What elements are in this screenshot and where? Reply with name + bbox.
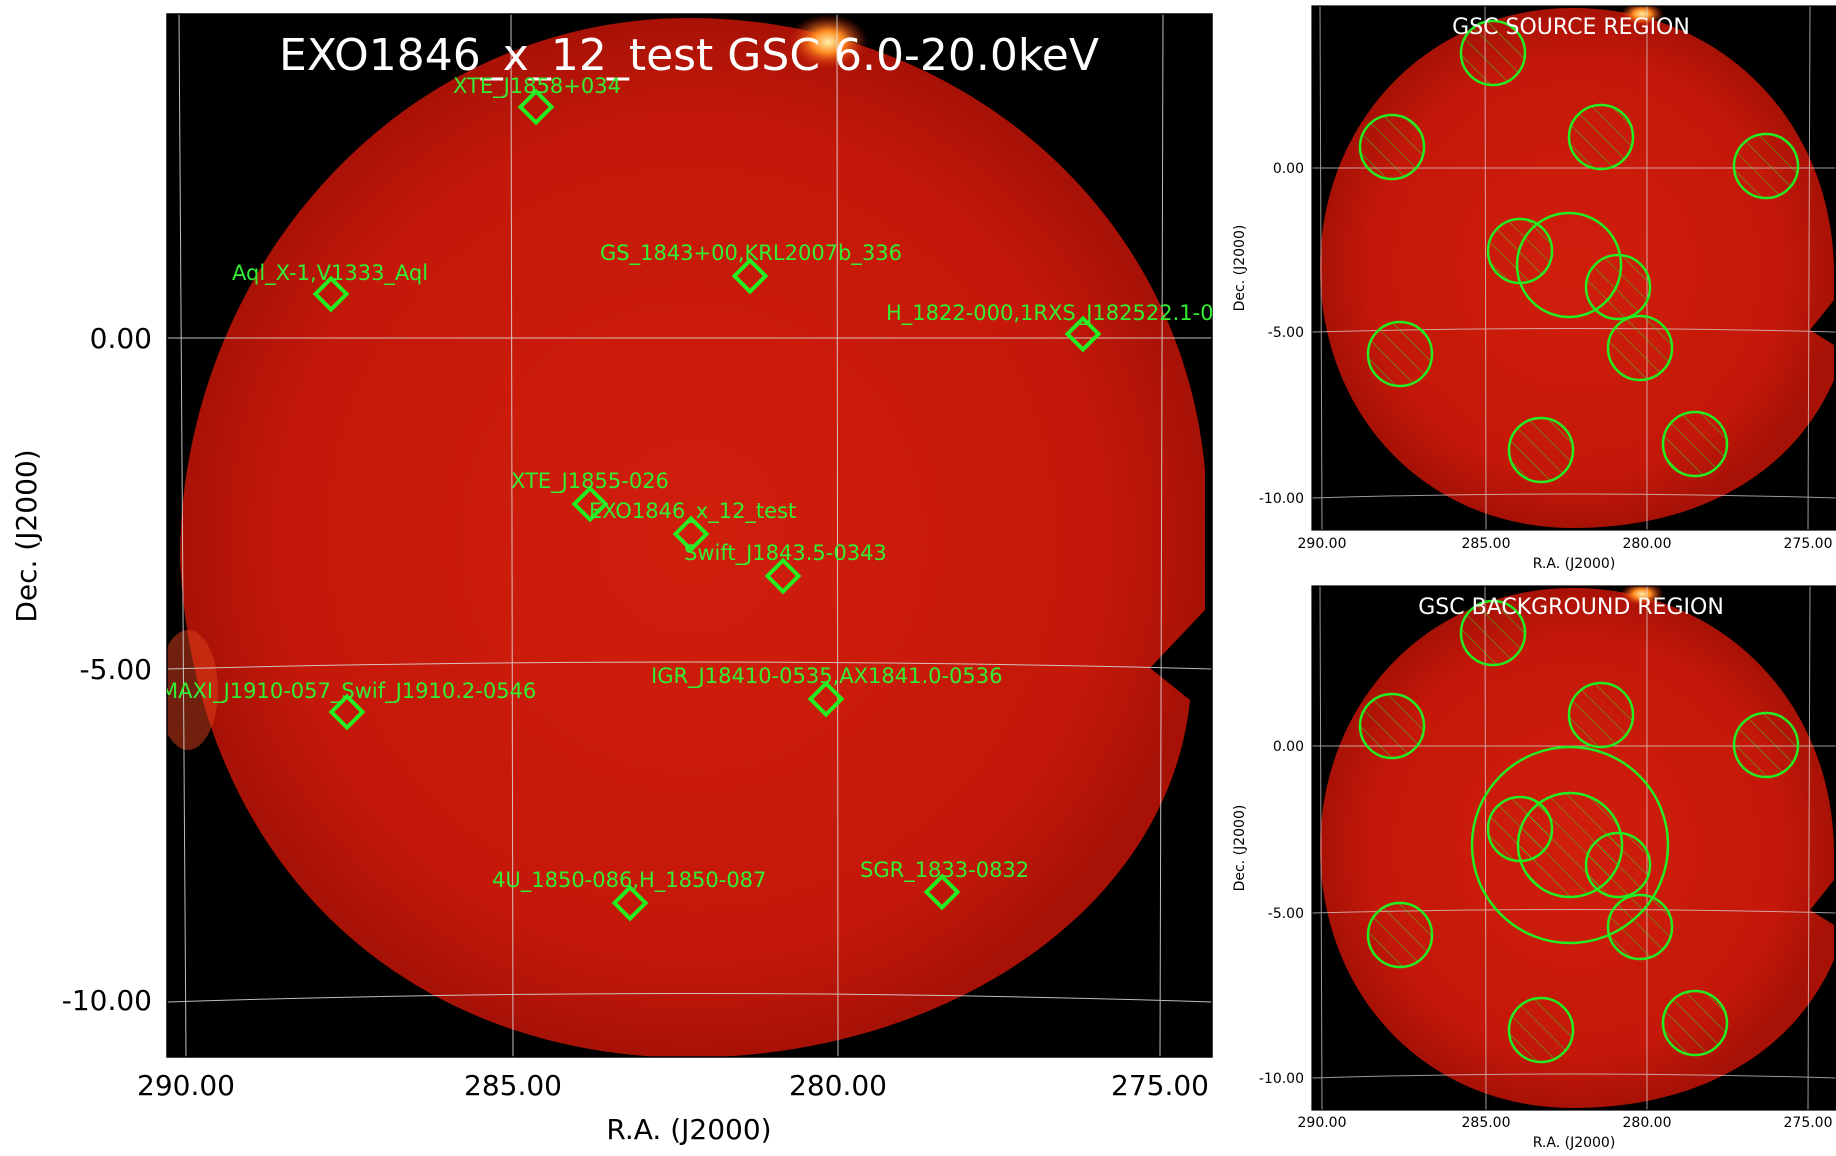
region-circle	[1567, 103, 1635, 171]
main-y-axis-label: Dec. (J2000)	[10, 449, 43, 622]
y-tick-label: -5.00	[80, 653, 152, 686]
region-circle	[1606, 893, 1674, 961]
bkg-plot-frame	[1311, 585, 1836, 1111]
main-title: EXO1846_x_12_test GSC 6.0-20.0keV	[279, 30, 1099, 81]
src-x-axis-label: R.A. (J2000)	[1533, 556, 1616, 572]
main-x-axis-label: R.A. (J2000)	[606, 1113, 771, 1146]
region-circle	[1507, 996, 1575, 1064]
main-plot-frame	[166, 13, 1213, 1058]
source-label: MAXI_J1910-057_Swif_J1910.2-0546	[160, 679, 536, 704]
region-circle	[1507, 416, 1575, 484]
x-tick-label: 285.00	[1462, 1115, 1511, 1131]
source-marker	[764, 557, 802, 595]
bkg-outer-annulus	[1470, 745, 1670, 945]
bkg-y-ticks: 0.00 -5.00 -10.00	[1259, 739, 1304, 1087]
source-label: GS_1843+00,KRL2007b_336	[600, 241, 902, 266]
main-sky-disk	[180, 18, 1205, 1057]
source-label: 4U_1850-086,H_1850-087	[492, 868, 766, 893]
source-label: XTE_J1858+034	[453, 74, 621, 99]
region-circle	[1567, 681, 1635, 749]
x-tick-label: 280.00	[789, 1069, 887, 1102]
src-x-ticks: 290.00 285.00 280.00 275.00	[1298, 536, 1833, 552]
region-circle	[1732, 711, 1800, 779]
source-marker	[328, 693, 366, 731]
background-region-panel: GSC BACKGROUND REGION 290.00 285.00 280.…	[1232, 585, 1836, 1151]
region-circle	[1732, 132, 1800, 200]
region-circle	[1661, 989, 1729, 1057]
y-tick-label: 0.00	[1273, 161, 1304, 177]
y-tick-label: 0.00	[1273, 739, 1304, 755]
region-circle	[1366, 320, 1434, 388]
source-region-panel: GSC SOURCE REGION 290.00 285.00 280.00 2…	[1232, 5, 1836, 572]
src-regions	[1358, 19, 1800, 484]
x-tick-label: 285.00	[1462, 536, 1511, 552]
source-marker	[1064, 315, 1102, 353]
source-marker	[923, 873, 961, 911]
src-plot-frame	[1311, 5, 1836, 531]
x-tick-label: 275.00	[1111, 1069, 1209, 1102]
bkg-regions	[1358, 599, 1800, 1064]
src-title: GSC SOURCE REGION	[1452, 15, 1690, 40]
source-label: IGR_J18410-0535,AX1841.0-0536	[651, 664, 1003, 689]
bkg-x-axis-label: R.A. (J2000)	[1533, 1135, 1616, 1151]
main-source-markers	[312, 88, 1102, 922]
bkg-x-ticks: 290.00 285.00 280.00 275.00	[1298, 1115, 1833, 1131]
main-grid	[167, 14, 1212, 1057]
y-tick-label: -5.00	[1268, 906, 1304, 922]
y-tick-label: -10.00	[62, 984, 152, 1017]
src-y-axis-label: Dec. (J2000)	[1232, 225, 1248, 312]
source-marker	[611, 884, 649, 922]
region-circle	[1459, 19, 1527, 87]
main-y-ticks: 0.00 -5.00 -10.00	[62, 322, 152, 1017]
region-circle	[1358, 113, 1426, 181]
region-circle	[1584, 253, 1652, 321]
bkg-y-axis-label: Dec. (J2000)	[1232, 805, 1248, 892]
src-y-ticks: 0.00 -5.00 -10.00	[1259, 161, 1304, 507]
main-glow-left	[167, 630, 218, 750]
y-tick-label: -5.00	[1268, 325, 1304, 341]
source-label: H_1822-000,1RXS_J182522.1-00(	[886, 301, 1235, 326]
bkg-hotspot	[1620, 586, 1664, 606]
source-marker	[312, 275, 350, 313]
src-extraction-circle	[1515, 211, 1623, 319]
source-label: Swift_J1843.5-0343	[684, 541, 887, 566]
main-source-labels: XTE_J1858+034 Aql_X-1,V1333_Aql GS_1843+…	[160, 74, 1235, 893]
x-tick-label: 285.00	[464, 1069, 562, 1102]
source-label: Aql_X-1,V1333_Aql	[232, 261, 428, 286]
x-tick-label: 290.00	[137, 1069, 235, 1102]
source-label: SGR_1833-0832	[860, 858, 1029, 883]
region-circle	[1366, 901, 1434, 969]
y-tick-label: 0.00	[90, 322, 152, 355]
source-marker	[517, 88, 555, 126]
region-circle	[1486, 795, 1554, 863]
x-tick-label: 280.00	[1623, 536, 1672, 552]
region-circle	[1358, 692, 1426, 760]
x-tick-label: 275.00	[1784, 536, 1833, 552]
region-circle	[1584, 831, 1652, 899]
source-label: EXO1846_x_12_test	[589, 499, 796, 524]
main-x-ticks: 290.00 285.00 280.00 275.00	[137, 1069, 1209, 1102]
source-marker	[672, 515, 710, 553]
y-tick-label: -10.00	[1259, 491, 1304, 507]
y-tick-label: -10.00	[1259, 1071, 1304, 1087]
region-circle	[1606, 314, 1674, 382]
bkg-title: GSC BACKGROUND REGION	[1418, 595, 1724, 620]
main-panel: EXO1846_x_12_test GSC 6.0-20.0keV XTE_J1…	[10, 13, 1235, 1146]
source-marker	[731, 257, 769, 295]
region-circle	[1661, 410, 1729, 478]
x-tick-label: 290.00	[1298, 536, 1347, 552]
x-tick-label: 290.00	[1298, 1115, 1347, 1131]
x-tick-label: 280.00	[1623, 1115, 1672, 1131]
src-hotspot	[1620, 6, 1664, 26]
source-marker	[807, 680, 845, 718]
source-marker	[571, 485, 609, 523]
x-tick-label: 275.00	[1784, 1115, 1833, 1131]
region-circle	[1459, 599, 1527, 667]
source-label: XTE_J1855-026	[511, 469, 669, 494]
src-sky-disk	[1320, 8, 1834, 528]
main-hotspot	[788, 14, 868, 70]
